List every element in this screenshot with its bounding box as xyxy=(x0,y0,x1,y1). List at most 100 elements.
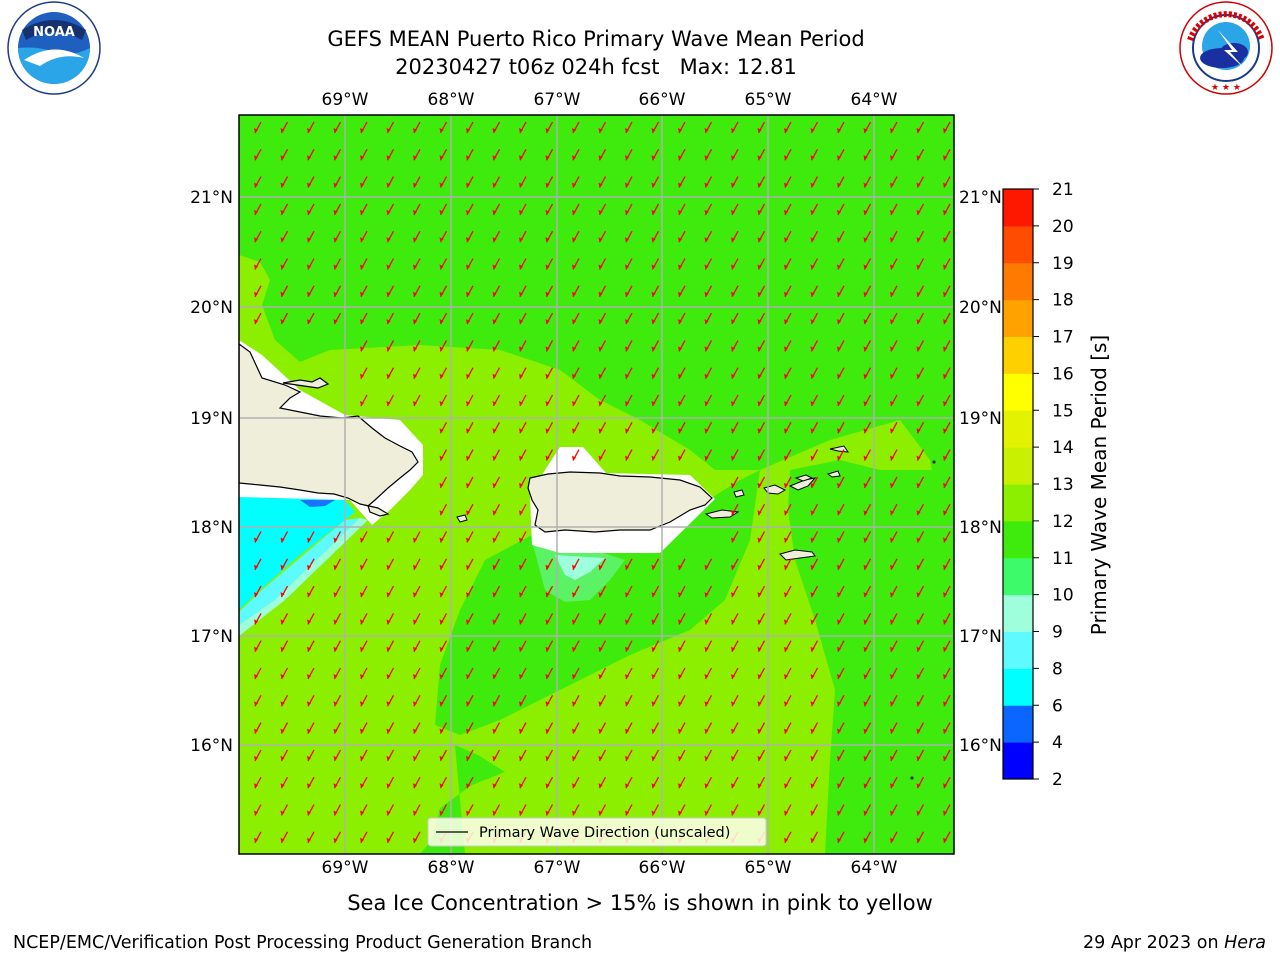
wave-arrow-head xyxy=(439,728,444,734)
wave-arrow-head xyxy=(731,155,735,161)
wave-arrow-head xyxy=(863,482,868,488)
wave-arrow-head xyxy=(386,728,391,734)
wave-arrow-head xyxy=(280,319,285,325)
colorbar-segment xyxy=(1003,557,1033,596)
wave-arrow-head xyxy=(545,319,550,325)
wave-arrow-head xyxy=(810,810,815,816)
wave-arrow-head xyxy=(598,346,603,352)
wave-arrow-head xyxy=(519,155,523,161)
wave-arrow-head xyxy=(254,783,258,789)
wave-arrow-head xyxy=(678,564,682,570)
wave-arrow-head xyxy=(916,264,921,270)
wave-arrow-head xyxy=(943,264,947,270)
wave-arrow-head xyxy=(678,755,682,761)
wave-arrow-head xyxy=(439,592,444,598)
wave-arrow-head xyxy=(333,810,338,816)
wave-arrow-head xyxy=(519,646,523,652)
wave-arrow-head xyxy=(598,428,603,434)
wave-arrow-head xyxy=(598,619,603,625)
wave-arrow-head xyxy=(837,346,841,352)
wave-arrow-head xyxy=(731,182,735,188)
wave-arrow-head xyxy=(625,701,629,707)
wave-arrow-head xyxy=(837,209,841,215)
wave-arrow-head xyxy=(280,755,285,761)
colorbar-tick-label: 20 xyxy=(1052,217,1074,237)
wave-arrow-head xyxy=(784,346,788,352)
wave-arrow-head xyxy=(890,428,894,434)
lat-label-left: 18°N xyxy=(190,518,233,538)
wave-arrow-head xyxy=(572,455,576,461)
wave-arrow-head xyxy=(651,674,656,679)
wave-arrow-head xyxy=(837,755,841,761)
wave-arrow-head xyxy=(943,182,947,188)
wave-arrow-head xyxy=(386,783,391,789)
wave-arrow-head xyxy=(307,291,311,297)
wave-arrow-head xyxy=(466,646,470,652)
wave-arrow-head xyxy=(598,291,603,297)
wave-arrow-head xyxy=(439,646,444,652)
wave-arrow-head xyxy=(386,319,391,325)
wave-arrow-head xyxy=(386,209,391,215)
wave-arrow-head xyxy=(784,209,788,215)
wave-arrow-head xyxy=(731,755,735,761)
footer-date: 29 Apr 2023 on Hera xyxy=(1083,933,1266,953)
lon-label-bottom: 64°W xyxy=(851,858,898,878)
wave-arrow-head xyxy=(598,755,603,761)
wave-arrow-head xyxy=(837,155,841,161)
wave-arrow-head xyxy=(386,810,391,816)
wave-arrow-head xyxy=(598,128,603,133)
wave-arrow-head xyxy=(731,728,735,734)
wave-arrow-head xyxy=(360,619,364,625)
wave-arrow-head xyxy=(731,455,735,461)
wave-arrow-head xyxy=(863,755,868,761)
wave-arrow-head xyxy=(439,209,444,215)
wave-arrow-head xyxy=(519,291,523,297)
wave-arrow-head xyxy=(625,209,629,215)
wave-arrow-head xyxy=(810,728,815,734)
wave-arrow-head xyxy=(731,482,735,488)
wave-arrow-head xyxy=(837,455,841,461)
wave-arrow-head xyxy=(386,564,391,570)
wave-arrow-head xyxy=(519,728,523,734)
wave-arrow-head xyxy=(837,837,841,843)
wave-arrow-head xyxy=(810,783,815,789)
wave-arrow-head xyxy=(280,810,285,816)
wave-arrow-head xyxy=(360,401,364,406)
wave-arrow-head xyxy=(704,701,709,707)
wave-arrow-head xyxy=(545,455,550,461)
wave-arrow-head xyxy=(280,182,285,188)
wave-arrow-head xyxy=(916,319,921,325)
wave-arrow-head xyxy=(863,510,868,516)
wave-arrow-head xyxy=(678,182,682,188)
wave-arrow-head xyxy=(360,537,364,543)
wave-arrow-head xyxy=(757,237,762,243)
wave-arrow-head xyxy=(890,728,894,734)
wave-arrow-head xyxy=(307,701,311,707)
wave-arrow-head xyxy=(943,619,947,625)
colorbar-segment xyxy=(1003,742,1033,780)
wave-arrow-head xyxy=(439,537,444,543)
wave-arrow-head xyxy=(413,592,417,598)
wave-arrow-head xyxy=(916,537,921,543)
wave-arrow-head xyxy=(466,592,470,598)
wave-arrow-head xyxy=(731,209,735,215)
wave-arrow-head xyxy=(254,701,258,707)
wave-arrow-head xyxy=(360,564,364,570)
wave-arrow-head xyxy=(598,373,603,379)
wave-arrow-head xyxy=(810,237,815,243)
wave-arrow-head xyxy=(439,182,444,188)
wave-arrow-head xyxy=(943,291,947,297)
wave-arrow-head xyxy=(439,128,444,133)
wave-arrow-head xyxy=(413,537,417,543)
wave-arrow-head xyxy=(916,291,921,297)
wave-arrow-head xyxy=(678,592,682,598)
wave-arrow-head xyxy=(837,373,841,379)
wave-arrow-head xyxy=(466,537,470,543)
colorbar-tick-label: 6 xyxy=(1052,696,1063,716)
wave-arrow-head xyxy=(943,319,947,325)
wave-arrow-head xyxy=(943,455,947,461)
wave-arrow-head xyxy=(890,783,894,789)
wave-arrow-head xyxy=(413,182,417,188)
wave-arrow-head xyxy=(757,155,762,161)
wave-arrow-head xyxy=(704,455,709,461)
